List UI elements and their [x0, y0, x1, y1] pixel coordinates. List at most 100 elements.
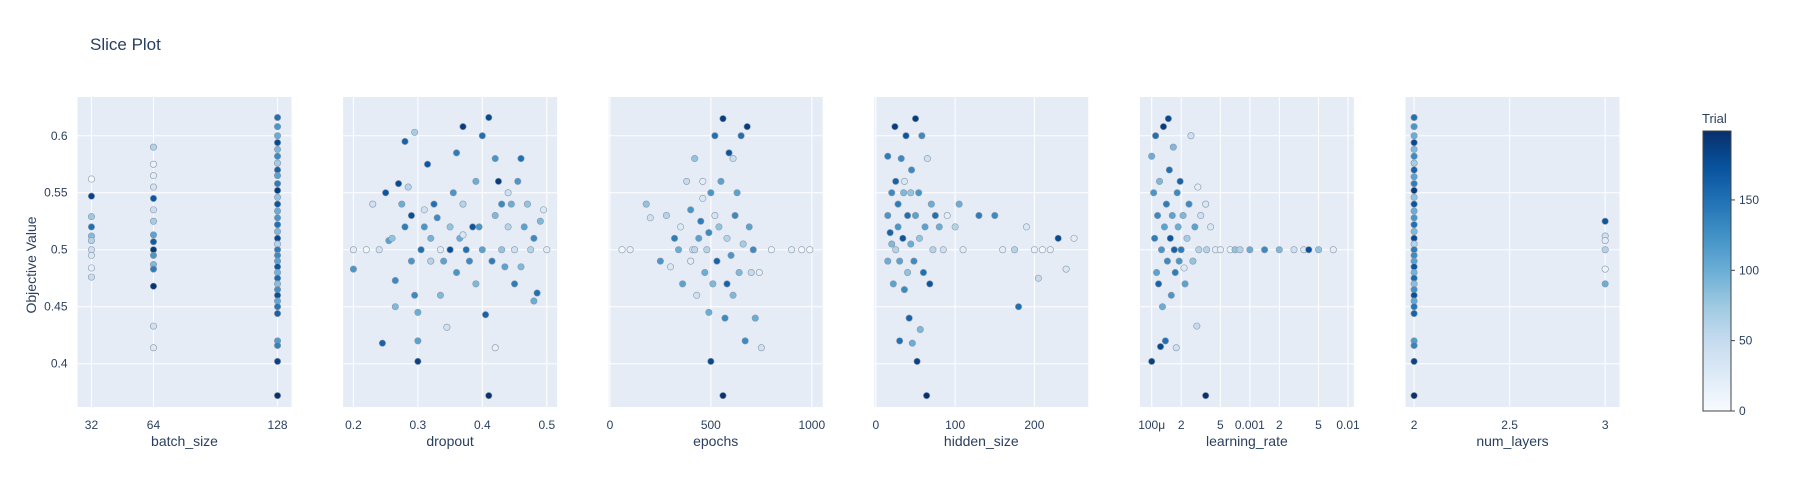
x-axis-label: learning_rate [1206, 433, 1288, 449]
scatter-point [149, 217, 157, 225]
scatter-point [1329, 246, 1337, 254]
scatter-point [149, 231, 157, 239]
scatter-point [414, 337, 422, 345]
scatter-point [1153, 269, 1161, 277]
scatter-point [894, 223, 902, 231]
scatter-point [430, 200, 438, 208]
scatter-point [1187, 132, 1195, 140]
x-tick-label: 500 [701, 418, 721, 432]
scatter-point [707, 189, 715, 197]
scatter-point [1601, 280, 1609, 288]
scatter-point [274, 180, 282, 188]
scatter-point [1181, 280, 1189, 288]
scatter-point [501, 263, 509, 271]
scatter-point [149, 206, 157, 214]
x-tick-label: 64 [147, 418, 161, 432]
scatter-point [87, 223, 95, 231]
scatter-point [907, 189, 915, 197]
scatter-point [1022, 223, 1030, 231]
scatter-point [757, 344, 765, 352]
scatter-point [701, 269, 709, 277]
scatter-point [488, 257, 496, 265]
panel-background [1405, 97, 1620, 407]
scatter-point [274, 123, 282, 131]
x-tick-label: 3 [1602, 418, 1609, 432]
scatter-point [459, 200, 467, 208]
scatter-point [414, 308, 422, 316]
scatter-point [491, 212, 499, 220]
scatter-point [274, 193, 282, 201]
scatter-point [721, 314, 729, 322]
trial-colorbar: Trial 0 50 100 150 [1702, 111, 1759, 418]
scatter-point [517, 155, 525, 163]
panel-learning_rate: 100μ 2 5 0.001 2 5 0.01 learning_rate [1138, 97, 1360, 449]
scatter-point [935, 223, 943, 231]
scatter-point [916, 325, 924, 333]
scatter-point [424, 160, 432, 168]
scatter-point [485, 114, 493, 122]
scatter-point [1180, 264, 1188, 272]
x-tick-label: 5 [1217, 418, 1224, 432]
scatter-point [671, 234, 679, 242]
scatter-point [703, 246, 711, 254]
scatter-point [691, 246, 699, 254]
scatter-point [485, 392, 493, 400]
scatter-point [1150, 189, 1158, 197]
scatter-point [498, 246, 506, 254]
scatter-point [666, 263, 674, 271]
scatter-point [453, 269, 461, 277]
scatter-point [1152, 132, 1160, 140]
scatter-point [991, 212, 999, 220]
scatter-point [1155, 280, 1163, 288]
x-axis-label: epochs [693, 433, 738, 449]
scatter-point [1062, 265, 1070, 273]
x-axis-label: dropout [426, 433, 474, 449]
scatter-point [717, 177, 725, 185]
x-tick-label: 0.001 [1235, 418, 1265, 432]
scatter-point [401, 223, 409, 231]
scatter-point [417, 246, 425, 254]
x-tick-label: 100μ [1138, 418, 1165, 432]
scatter-point [469, 223, 477, 231]
scatter-point [446, 246, 454, 254]
scatter-point [1168, 212, 1176, 220]
scatter-point [929, 246, 937, 254]
scatter-point [884, 152, 892, 160]
scatter-point [1054, 234, 1062, 242]
scatter-point [465, 257, 473, 265]
scatter-point [910, 257, 918, 265]
scatter-point [1191, 223, 1199, 231]
scatter-point [274, 227, 282, 235]
scatter-point [149, 344, 157, 352]
scatter-point [1202, 200, 1210, 208]
y-tick-label: 0.45 [44, 300, 68, 314]
scatter-point [446, 223, 454, 231]
scatter-point [507, 200, 515, 208]
scatter-point [87, 264, 95, 272]
scatter-point [884, 212, 892, 220]
scatter-point [1163, 257, 1171, 265]
scatter-point [1160, 223, 1168, 231]
scatter-point [1158, 303, 1166, 311]
scatter-point [913, 357, 921, 365]
scatter-point [527, 246, 535, 254]
scatter-point [1030, 246, 1038, 254]
scatter-point [511, 280, 519, 288]
scatter-point [1164, 115, 1172, 123]
scatter-point [1207, 223, 1215, 231]
scatter-point [618, 246, 626, 254]
scatter-point [391, 303, 399, 311]
scatter-point [915, 189, 923, 197]
scatter-point [1410, 114, 1418, 122]
scatter-point [767, 246, 775, 254]
scatter-point [149, 265, 157, 273]
scatter-point [1410, 166, 1418, 174]
colorbar-tick-label: 50 [1739, 334, 1753, 348]
scatter-point [1174, 223, 1182, 231]
x-tick-label: 2 [1276, 418, 1283, 432]
scatter-point [705, 229, 713, 237]
scatter-point [478, 246, 486, 254]
scatter-point [919, 269, 927, 277]
scatter-point [931, 212, 939, 220]
scatter-point [896, 257, 904, 265]
